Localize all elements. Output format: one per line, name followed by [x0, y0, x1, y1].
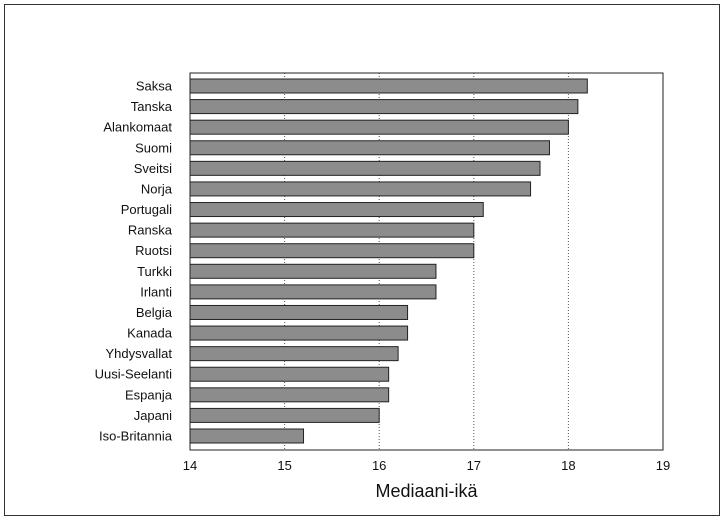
bar — [189, 407, 380, 423]
category-label: Espanja — [125, 387, 173, 402]
category-label: Tanska — [131, 99, 173, 114]
category-label: Ranska — [128, 223, 173, 238]
bar — [189, 366, 390, 382]
bar — [189, 160, 541, 176]
x-tick-label: 19 — [656, 458, 670, 473]
bar — [189, 119, 569, 135]
category-label: Kanada — [127, 326, 173, 341]
x-tick-label: 16 — [372, 458, 386, 473]
bar — [189, 181, 532, 197]
bar — [189, 304, 409, 320]
bar — [189, 243, 475, 259]
category-label: Norja — [141, 181, 173, 196]
category-labels: Saksa Tanska Alankomaat Suomi Sveitsi Norja Po… — [95, 79, 173, 444]
bars — [189, 78, 588, 444]
x-tick-label: 18 — [561, 458, 575, 473]
bar — [189, 428, 305, 444]
bar — [189, 222, 475, 238]
bar — [189, 284, 437, 300]
x-tick-label: 17 — [467, 458, 481, 473]
category-label: Yhdysvallat — [106, 346, 173, 361]
category-label: Sveitsi — [134, 161, 172, 176]
x-axis-title: Mediaani-ikä — [375, 481, 478, 501]
bar — [189, 387, 390, 403]
plot-area — [189, 72, 664, 451]
category-label: Suomi — [135, 140, 172, 155]
category-label: Irlanti — [140, 284, 172, 299]
category-label: Turkki — [137, 264, 172, 279]
category-label: Saksa — [136, 79, 173, 94]
category-label: Alankomaat — [103, 120, 172, 135]
chart-frame — [4, 4, 720, 516]
bar — [189, 263, 437, 279]
category-label: Portugali — [121, 202, 172, 217]
bar — [189, 140, 550, 156]
bar — [189, 99, 579, 115]
bar — [189, 202, 484, 218]
category-label: Iso-Britannia — [99, 429, 173, 444]
category-label: Ruotsi — [135, 243, 172, 258]
x-axis-ticks: 14 15 16 17 18 19 — [183, 458, 670, 473]
x-tick-label: 14 — [183, 458, 197, 473]
bar — [189, 346, 399, 362]
bar — [189, 325, 409, 341]
category-label: Uusi-Seelanti — [95, 367, 172, 382]
bar — [189, 78, 588, 94]
category-label: Japani — [134, 408, 172, 423]
category-label: Belgia — [136, 305, 173, 320]
x-tick-label: 15 — [277, 458, 291, 473]
